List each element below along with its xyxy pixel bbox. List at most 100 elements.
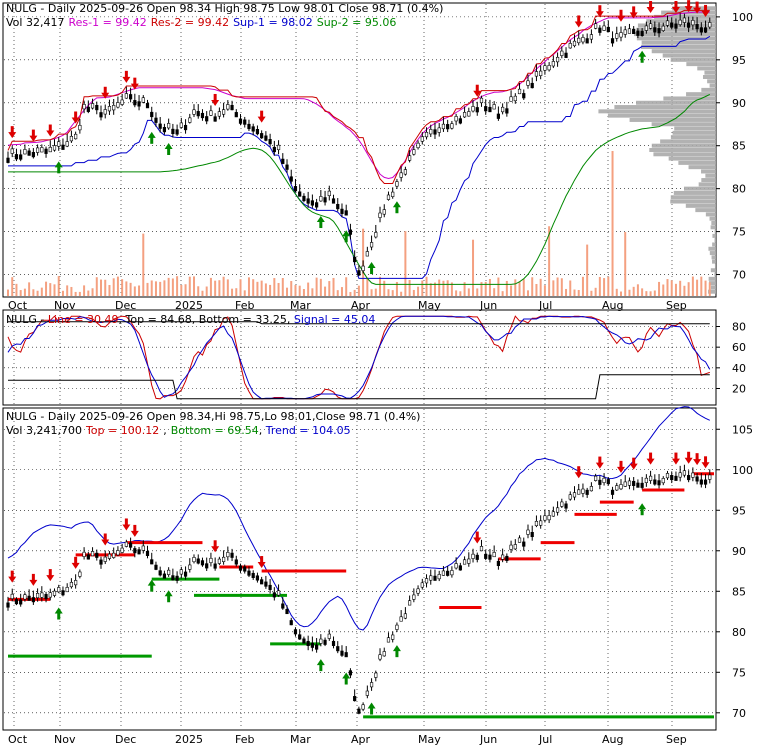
volume-bar [400,291,403,296]
volume-bar [159,281,162,296]
profile-bar [633,32,716,37]
price-candle [260,133,264,139]
volume-bar [239,279,242,296]
volume-bar [708,282,711,296]
price-candle [90,551,95,557]
volume-bar [121,279,124,296]
buy-arrow-head [638,50,647,57]
sell-arrow-head [629,12,638,19]
volume-bar [302,288,305,296]
volume-bar [476,288,479,296]
price-candle [217,111,221,117]
profile-bar [714,238,716,243]
buy-arrow-head [316,216,325,223]
sell-arrow-head [8,576,17,583]
price-candle [289,620,293,626]
price-candle [222,556,226,562]
price-candle [40,592,44,598]
sell-arrow-head [29,579,38,586]
volume-bar [510,285,513,296]
price-candle [31,597,35,603]
volume-bar [28,282,31,296]
volume-bar [603,278,606,296]
price-candle [154,564,158,570]
sell-arrow-head [473,90,482,97]
buy-arrow-head [342,230,351,237]
price-candle [44,594,48,600]
sell-arrow-head [574,472,583,479]
price-candle [298,634,302,640]
sell-arrow-head [122,76,131,83]
price-candle [619,32,623,38]
price-candle [416,588,420,594]
price-candle [74,133,78,140]
profile-bar [614,105,716,110]
price-candle [682,470,687,476]
price-candle [323,639,327,645]
price-candle [95,552,99,558]
price-candle [594,475,598,481]
price-candle [577,489,581,495]
price-candle [446,124,450,130]
volume-bar [247,277,250,296]
price-candle [103,556,107,562]
price-candle [657,28,661,34]
price-candle [632,28,636,35]
profile-bar [704,70,716,75]
volume-bar [78,291,81,296]
price-candle [23,594,27,600]
volume-bar [180,284,183,296]
panel1-legend-row2: Vol 32,417 Res-1 = 99.42 Res-2 = 99.42 Sup-… [6,16,396,29]
price-candle [547,515,551,521]
price-candle [171,128,175,135]
price-candle [272,592,276,598]
price-candle [488,106,492,113]
panel1-legend-sup1: Sup-1 = 98.02 [233,16,313,29]
volume-bar [74,291,77,296]
profile-bar [673,190,716,195]
volume-bar [480,282,483,296]
price-candle [670,22,674,28]
price-candle [598,479,602,485]
profile-bar [709,251,716,256]
volume-bar [683,285,686,296]
price-candle [488,554,492,560]
price-candle [581,37,585,43]
top-line [8,321,710,325]
price-candle [247,570,251,576]
price-candle [200,112,205,119]
volume-bar [433,282,436,296]
price-candle [551,61,555,67]
profile-bar [701,169,716,174]
volume-bar [336,290,339,296]
volume-bar [129,282,132,296]
price-candle [386,194,391,200]
volume-bar [40,287,43,296]
profile-bar [701,178,716,183]
price-candle [695,24,699,30]
price-candle [441,570,446,576]
y-tick-label-75: 75 [732,226,746,239]
price-candle [708,22,712,28]
volume-bar [298,285,301,296]
price-candle [492,552,496,558]
price-candle [315,644,319,650]
price-candle [475,554,479,560]
price-candle [665,473,670,479]
price-candle [65,141,69,147]
price-candle [44,148,48,154]
price-candle [10,148,14,154]
volume-bar [446,280,449,296]
price-candle [35,147,40,153]
volume-bar [662,284,665,296]
volume-bar [518,281,521,296]
volume-bar [193,276,196,296]
volume-bar [438,279,441,296]
profile-bar [670,199,716,204]
panel3-legend-title: NULG - Daily 2025-09-26 Open 98.34,Hi 98… [6,410,420,423]
price-candle [52,145,57,151]
price-candle [293,629,298,635]
profile-bar [701,87,716,92]
volume-bar [66,285,69,296]
volume-bar [594,287,597,296]
